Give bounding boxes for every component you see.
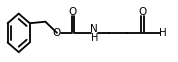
Text: N: N bbox=[90, 24, 98, 34]
Text: H: H bbox=[159, 28, 167, 38]
Text: O: O bbox=[69, 7, 77, 17]
Text: H: H bbox=[91, 33, 98, 43]
Text: O: O bbox=[53, 28, 61, 38]
Text: O: O bbox=[138, 7, 146, 17]
